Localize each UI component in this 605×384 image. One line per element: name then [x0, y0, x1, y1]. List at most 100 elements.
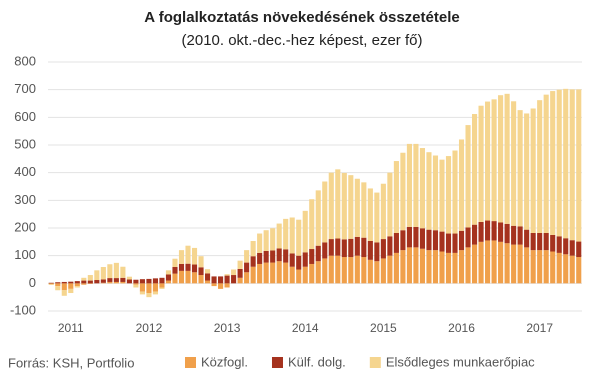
bar-segment [439, 251, 445, 284]
bar-segment [471, 114, 478, 225]
bar-segment [537, 250, 543, 284]
bar-segment [524, 247, 530, 284]
bar-segment [244, 262, 250, 273]
bar-segment [198, 275, 204, 284]
bar-segment [491, 221, 497, 241]
bar-segment [426, 250, 432, 284]
bar-segment [445, 233, 452, 253]
bar-segment [289, 266, 295, 284]
bar-segment [361, 257, 367, 284]
bar-segment [413, 226, 419, 248]
bar-segment [165, 280, 172, 284]
bar-segment [68, 283, 74, 289]
bar-segment [387, 255, 393, 284]
bar-segment [48, 283, 54, 285]
bar-segment [530, 108, 536, 233]
bar-segment [107, 264, 113, 279]
bar-segment [191, 264, 198, 273]
bar-segment [569, 89, 575, 241]
bar-segment [191, 247, 198, 265]
bar-segment [309, 249, 315, 264]
bar-segment [576, 89, 582, 242]
bar-segment [341, 257, 347, 284]
x-tick-label: 2013 [214, 321, 241, 335]
bar-segment [374, 192, 380, 243]
bar-segment [504, 243, 510, 284]
bar-segment [478, 221, 484, 242]
bar-segment [68, 288, 74, 294]
bar-segment [237, 260, 243, 269]
bar-segment [367, 259, 373, 284]
bar-segment [335, 255, 341, 284]
bar-segment [348, 175, 354, 239]
bar-segment [250, 266, 256, 284]
bar-segment [309, 263, 315, 284]
bar-segment [361, 182, 367, 238]
bar-segment [485, 240, 491, 284]
bar-segment [185, 270, 191, 284]
bar-segment [61, 290, 67, 296]
bar-segment [537, 100, 543, 233]
bar-segment [257, 252, 263, 264]
bar-segment [524, 113, 530, 230]
bar-segment [452, 252, 458, 284]
bar-segment [367, 188, 373, 242]
bar-segment [485, 220, 491, 241]
bar-segment [302, 252, 308, 267]
bar-segment [348, 257, 354, 284]
bar-segment [159, 283, 165, 288]
bar-segment [419, 248, 426, 284]
y-tick-label: 200 [14, 219, 36, 234]
bar-segment [315, 245, 321, 262]
bar-segment [224, 275, 230, 284]
bar-segment [452, 150, 458, 234]
bar-segment [471, 224, 478, 245]
bar-segment [81, 283, 87, 285]
bar-segment [485, 101, 491, 221]
bar-segment [250, 256, 256, 267]
bar-segment [569, 255, 575, 284]
bar-segment [74, 283, 80, 287]
bar-segment [374, 261, 380, 284]
bar-segment [289, 217, 295, 254]
bar-segment [458, 139, 465, 231]
bar-segment [471, 244, 478, 284]
bar-segment [419, 228, 426, 249]
bar-segment [452, 233, 458, 253]
bar-segment [276, 223, 282, 249]
bar-segment [48, 284, 54, 285]
bar-segment [126, 279, 132, 284]
bar-segment [237, 268, 243, 278]
bar-segment [511, 225, 517, 245]
bar-segment [550, 234, 556, 252]
bar-segment [61, 283, 67, 291]
bar-segment [152, 283, 159, 292]
bar-segment [491, 240, 497, 284]
bar-segment [511, 101, 517, 226]
bar-segment [556, 252, 562, 284]
bar-segment [537, 232, 543, 251]
bar-segment [445, 156, 452, 234]
bar-segment [270, 250, 276, 263]
x-tick-label: 2015 [370, 321, 397, 335]
y-tick-label: -100 [10, 302, 36, 317]
bar-segment [530, 232, 536, 251]
bar-segment [61, 281, 67, 284]
bar-segment [100, 279, 106, 283]
bar-segment [250, 241, 256, 257]
bar-segment [400, 230, 406, 251]
bar-segment [465, 227, 471, 248]
bar-segment [465, 125, 471, 228]
bar-segment [458, 230, 465, 251]
bar-segment [198, 256, 204, 268]
bar-segment [139, 291, 145, 295]
bar-segment [569, 240, 575, 256]
bar-segment [283, 262, 289, 284]
bar-segment [113, 278, 119, 282]
bar-segment [81, 280, 87, 284]
bar-segment [120, 266, 126, 278]
bar-segment [302, 210, 308, 253]
bar-segment [178, 270, 185, 284]
bar-segment [406, 226, 412, 248]
bar-segment [263, 250, 269, 263]
